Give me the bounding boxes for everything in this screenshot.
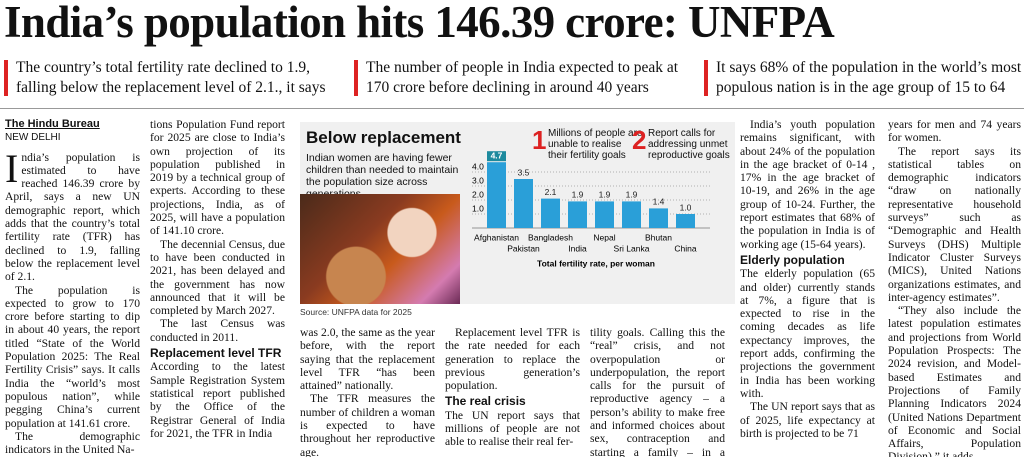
annotation: 2 Report calls for addressing unmet repro… bbox=[632, 125, 743, 161]
paragraph: The UN report says that as of 2025, life… bbox=[740, 400, 875, 440]
paragraph: tions Population Fund report for 2025 ar… bbox=[150, 118, 285, 238]
bar bbox=[676, 214, 695, 228]
annotation-text: Millions of people are unable to realise… bbox=[548, 128, 643, 161]
annotation-text: Report calls for addressing unmet reprod… bbox=[648, 128, 730, 161]
subheading: Elderly population bbox=[740, 252, 845, 267]
annotation: 1 Millions of people are unable to realis… bbox=[532, 125, 643, 161]
column: tility goals. Calling this the “real” cr… bbox=[590, 326, 725, 457]
x-tick-label: Pakistan bbox=[507, 243, 540, 253]
paragraph: “They also include the latest population… bbox=[888, 304, 1021, 457]
paragraph: According to the latest Sample Registrat… bbox=[150, 360, 285, 440]
x-tick-label: Sri Lanka bbox=[614, 243, 650, 253]
y-tick-label: 4.0 bbox=[472, 161, 484, 171]
value-label: 1.9 bbox=[626, 190, 638, 200]
y-tick-label: 1.0 bbox=[472, 203, 484, 213]
bar bbox=[514, 179, 533, 228]
deck: It says 68% of the population in the wor… bbox=[704, 58, 1024, 98]
value-label: 1.9 bbox=[572, 190, 584, 200]
y-tick-label: 2.0 bbox=[472, 189, 484, 199]
bar bbox=[568, 201, 587, 228]
bar bbox=[541, 198, 560, 228]
column: years for men and 74 years for women. The… bbox=[888, 118, 1021, 457]
column: was 2.0, the same as the year before, wi… bbox=[300, 326, 435, 457]
dateline: NEW DELHI bbox=[5, 132, 61, 144]
x-tick-label: Nepal bbox=[593, 232, 615, 242]
column: Replacement level TFR is the rate needed… bbox=[445, 326, 580, 457]
bar bbox=[649, 208, 668, 228]
paragraph: The population is expected to grow to 17… bbox=[5, 283, 140, 430]
paragraph: The report says its statistical tables o… bbox=[888, 144, 1021, 304]
paragraph: Replacement level TFR is the rate needed… bbox=[445, 326, 580, 393]
headline: India’s population hits 146.39 crore: UN… bbox=[4, 0, 835, 47]
paragraph: The UN report says that millions of peop… bbox=[445, 408, 580, 449]
x-tick-label: Bhutan bbox=[645, 232, 672, 242]
paragraph: was 2.0, the same as the year before, wi… bbox=[300, 326, 435, 393]
paragraph: The elderly population (65 and older) cu… bbox=[740, 267, 875, 400]
x-tick-label: Bangladesh bbox=[528, 232, 573, 242]
value-label: 1.9 bbox=[599, 190, 611, 200]
bar bbox=[595, 201, 614, 228]
chart: Below replacement Indian women are havin… bbox=[300, 122, 735, 320]
paragraph: tility goals. Calling this the “real” cr… bbox=[590, 326, 725, 457]
annotation-number: 1 bbox=[532, 125, 547, 155]
deck: The number of people in India expected t… bbox=[354, 58, 691, 98]
source: Source: UNFPA data for 2025 bbox=[300, 307, 412, 317]
x-tick-label: Afghanistan bbox=[474, 232, 519, 242]
rule bbox=[0, 108, 1024, 109]
column: tions Population Fund report for 2025 ar… bbox=[150, 118, 285, 457]
bar bbox=[487, 162, 506, 228]
author: The Hindu Bureau bbox=[5, 118, 100, 130]
subheading: Replacement level TFR bbox=[150, 346, 282, 361]
y-tick-label: 3.0 bbox=[472, 175, 484, 185]
column: India’s youth population remains signifi… bbox=[740, 118, 875, 457]
value-label: 2.1 bbox=[545, 187, 557, 197]
x-tick-label: China bbox=[674, 243, 696, 253]
x-axis-label: Total fertility rate, per woman bbox=[537, 258, 655, 268]
paragraph: The decennial Census, due to have been c… bbox=[150, 237, 285, 318]
annotation-number: 2 bbox=[632, 125, 647, 155]
value-label: 3.5 bbox=[518, 167, 530, 177]
deck: The country’s total fertility rate decli… bbox=[4, 58, 341, 98]
paragraph: India’s youth population remains signifi… bbox=[740, 118, 875, 251]
paragraph: The TFR measures the number of children … bbox=[300, 392, 435, 457]
column: The Hindu Bureau NEW DELHI India’s populat… bbox=[5, 118, 140, 457]
subheading: The real crisis bbox=[445, 394, 526, 409]
bar bbox=[622, 201, 641, 228]
paragraph: India’s population is estimated to have … bbox=[5, 145, 140, 284]
value-label: 4.7 bbox=[491, 150, 503, 160]
x-tick-label: India bbox=[568, 243, 587, 253]
value-label: 1.4 bbox=[653, 197, 665, 207]
paragraph: The demographic indicators in the United… bbox=[5, 429, 140, 457]
chart-title: Below replacement bbox=[306, 128, 461, 147]
plot: 1.0 2.0 3.0 4.0 Afghanistan 4.7 Pakistan 3.5 Ban… bbox=[472, 150, 710, 268]
paragraph: years for men and 74 years for women. bbox=[888, 118, 1021, 145]
value-label-box bbox=[487, 151, 506, 162]
photo bbox=[300, 194, 460, 304]
paragraph: The last Census was conducted in 2011. bbox=[150, 317, 285, 344]
value-label: 1.0 bbox=[680, 202, 692, 212]
